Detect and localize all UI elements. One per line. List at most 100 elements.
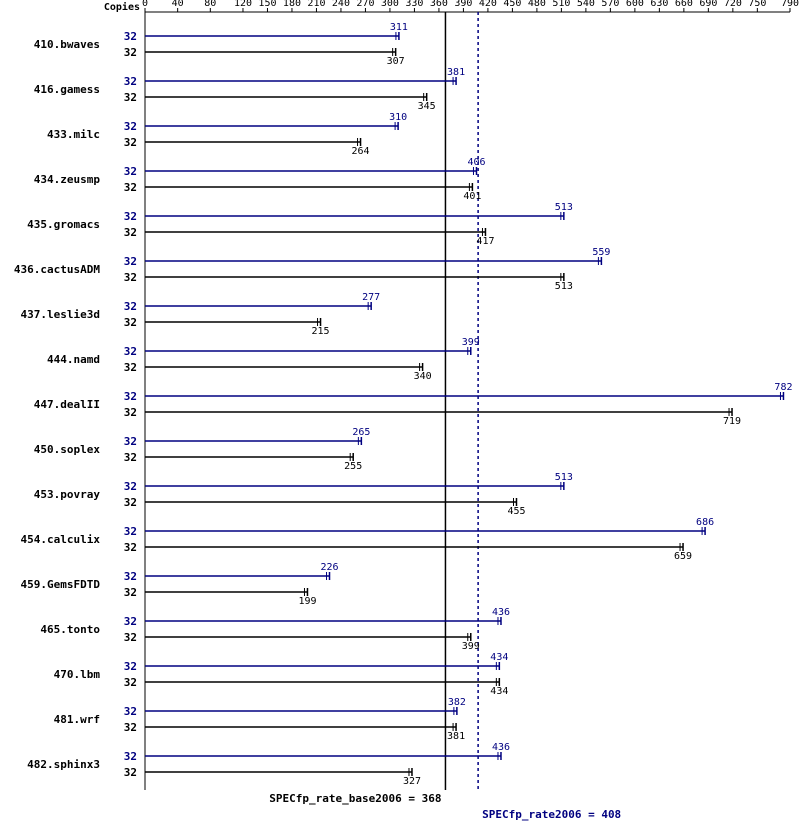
copies-peak: 32 (124, 570, 137, 583)
base-value: 307 (387, 56, 405, 67)
peak-value: 382 (448, 697, 466, 708)
copies-base: 32 (124, 316, 137, 329)
axis-tick-label: 270 (356, 0, 374, 9)
benchmark-label: 435.gromacs (27, 218, 100, 231)
benchmark-label: 482.sphinx3 (27, 758, 100, 771)
peak-value: 311 (390, 22, 408, 33)
peak-value: 406 (467, 157, 485, 168)
peak-value: 686 (696, 517, 714, 528)
benchmark-label: 481.wrf (54, 713, 100, 726)
copies-peak: 32 (124, 255, 137, 268)
copies-base: 32 (124, 496, 137, 509)
copies-base: 32 (124, 271, 137, 284)
benchmark-label: 453.povray (34, 488, 101, 501)
copies-peak: 32 (124, 30, 137, 43)
benchmark-label: 444.namd (47, 353, 100, 366)
copies-peak: 32 (124, 390, 137, 403)
copies-header: Copies (104, 1, 140, 13)
peak-value: 513 (555, 472, 573, 483)
axis-tick-label: 450 (503, 0, 521, 9)
benchmark-label: 410.bwaves (34, 38, 100, 51)
axis-tick-label: 790 (781, 0, 799, 9)
base-value: 399 (462, 641, 480, 652)
axis-tick-label: 330 (405, 0, 423, 9)
axis-tick-label: 600 (626, 0, 644, 9)
copies-base: 32 (124, 451, 137, 464)
axis-tick-label: 180 (283, 0, 301, 9)
benchmark-label: 437.leslie3d (21, 308, 100, 321)
peak-value: 436 (492, 742, 510, 753)
benchmark-label: 470.lbm (54, 668, 101, 681)
axis-tick-label: 720 (724, 0, 742, 9)
axis-tick-label: 80 (204, 0, 216, 9)
base-value: 719 (723, 416, 741, 427)
axis-tick-label: 390 (454, 0, 472, 9)
base-value: 340 (414, 371, 432, 382)
peak-value: 381 (447, 67, 465, 78)
benchmark-label: 416.gamess (34, 83, 100, 96)
base-value: 659 (674, 551, 692, 562)
copies-peak: 32 (124, 120, 137, 133)
peak-value: 277 (362, 292, 380, 303)
copies-base: 32 (124, 721, 137, 734)
copies-base: 32 (124, 91, 137, 104)
axis-tick-label: 750 (748, 0, 766, 9)
axis-tick-label: 210 (307, 0, 325, 9)
axis-tick-label: 420 (479, 0, 497, 9)
copies-peak: 32 (124, 75, 137, 88)
peak-value: 513 (555, 202, 573, 213)
copies-peak: 32 (124, 705, 137, 718)
ref-label-peak: SPECfp_rate2006 = 408 (482, 808, 621, 821)
copies-peak: 32 (124, 480, 137, 493)
peak-value: 436 (492, 607, 510, 618)
copies-base: 32 (124, 406, 137, 419)
copies-peak: 32 (124, 165, 137, 178)
axis-tick-label: 480 (528, 0, 546, 9)
axis-tick-label: 360 (430, 0, 448, 9)
spec-benchmark-chart: 0 40 80 120 150 180 210 240 270 300 330 360 390 420 45… (0, 0, 799, 831)
base-value: 345 (418, 101, 436, 112)
axis-tick-label: 300 (381, 0, 399, 9)
benchmark-label: 434.zeusmp (34, 173, 101, 186)
benchmark-label: 454.calculix (21, 533, 101, 546)
peak-value: 782 (774, 382, 792, 393)
axis-tick-label: 240 (332, 0, 350, 9)
copies-peak: 32 (124, 210, 137, 223)
base-value: 513 (555, 281, 573, 292)
axis-tick-label: 540 (577, 0, 595, 9)
axis-tick-label: 570 (601, 0, 619, 9)
copies-base: 32 (124, 46, 137, 59)
axis-tick-label: 120 (234, 0, 252, 9)
axis-tick-label: 690 (699, 0, 717, 9)
copies-base: 32 (124, 631, 137, 644)
copies-base: 32 (124, 676, 137, 689)
peak-value: 265 (352, 427, 370, 438)
axis-tick-label: 0 (142, 0, 148, 9)
peak-value: 399 (462, 337, 480, 348)
copies-base: 32 (124, 226, 137, 239)
base-value: 264 (352, 146, 370, 157)
copies-base: 32 (124, 181, 137, 194)
benchmark-label: 433.milc (47, 128, 100, 141)
benchmark-label: 459.GemsFDTD (21, 578, 101, 591)
axis-tick-label: 660 (675, 0, 693, 9)
axis-tick-label: 630 (650, 0, 668, 9)
peak-value: 226 (320, 562, 338, 573)
base-value: 401 (463, 191, 481, 202)
base-value: 199 (298, 596, 316, 607)
benchmark-label: 450.soplex (34, 443, 101, 456)
copies-base: 32 (124, 586, 137, 599)
base-value: 381 (447, 731, 465, 742)
base-value: 434 (490, 686, 508, 697)
copies-base: 32 (124, 361, 137, 374)
axis-tick-label: 510 (552, 0, 570, 9)
axis-tick-label: 150 (258, 0, 276, 9)
axis-tick-label: 40 (172, 0, 184, 9)
copies-base: 32 (124, 766, 137, 779)
benchmark-label: 465.tonto (40, 623, 100, 636)
copies-peak: 32 (124, 345, 137, 358)
copies-peak: 32 (124, 615, 137, 628)
copies-peak: 32 (124, 300, 137, 313)
base-value: 455 (507, 506, 525, 517)
ref-label-base: SPECfp_rate_base2006 = 368 (269, 792, 441, 805)
